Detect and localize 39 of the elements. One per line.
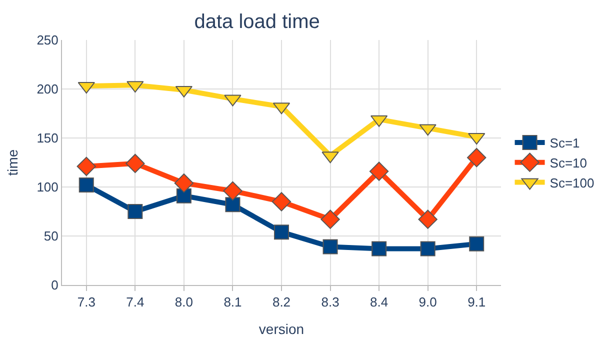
y-tick-label: 50	[44, 228, 58, 244]
legend-label: Sc=10	[550, 155, 588, 170]
point	[223, 181, 242, 201]
point	[322, 239, 338, 254]
x-tick-label: 9.0	[418, 294, 437, 310]
point	[76, 156, 96, 176]
y-tick-label: 200	[36, 82, 58, 97]
point	[420, 241, 436, 256]
point	[174, 173, 194, 193]
x-tick-label: 8.3	[321, 294, 340, 310]
chart-title: data load time	[194, 10, 320, 33]
x-axis-title: version	[258, 320, 304, 337]
point	[272, 192, 292, 212]
x-tick-label: 8.1	[224, 294, 242, 310]
x-tick-label: 8.4	[370, 294, 388, 310]
x-tick-label: 7.4	[126, 294, 144, 310]
point	[176, 188, 192, 204]
y-tick-label: 0	[51, 278, 58, 293]
x-tick-label: 8.0	[174, 294, 193, 310]
point	[225, 197, 240, 212]
point	[320, 210, 340, 229]
y-axis-title: time	[4, 149, 20, 176]
x-tick-label: 8.2	[272, 294, 291, 310]
legend-label: Sc=1	[550, 136, 580, 151]
point	[469, 236, 484, 252]
point	[372, 241, 387, 256]
point	[418, 210, 438, 229]
point	[369, 162, 389, 181]
point	[274, 224, 289, 240]
x-tick-label: 9.1	[468, 294, 486, 310]
y-tick-label: 250	[36, 32, 58, 48]
legend-label: Sc=100	[550, 175, 594, 190]
point	[126, 154, 145, 174]
point	[467, 148, 486, 168]
y-tick-label: 150	[36, 130, 58, 146]
x-tick-label: 7.3	[77, 294, 96, 310]
point	[78, 178, 94, 193]
y-tick-label: 100	[36, 180, 58, 195]
point	[128, 204, 143, 219]
